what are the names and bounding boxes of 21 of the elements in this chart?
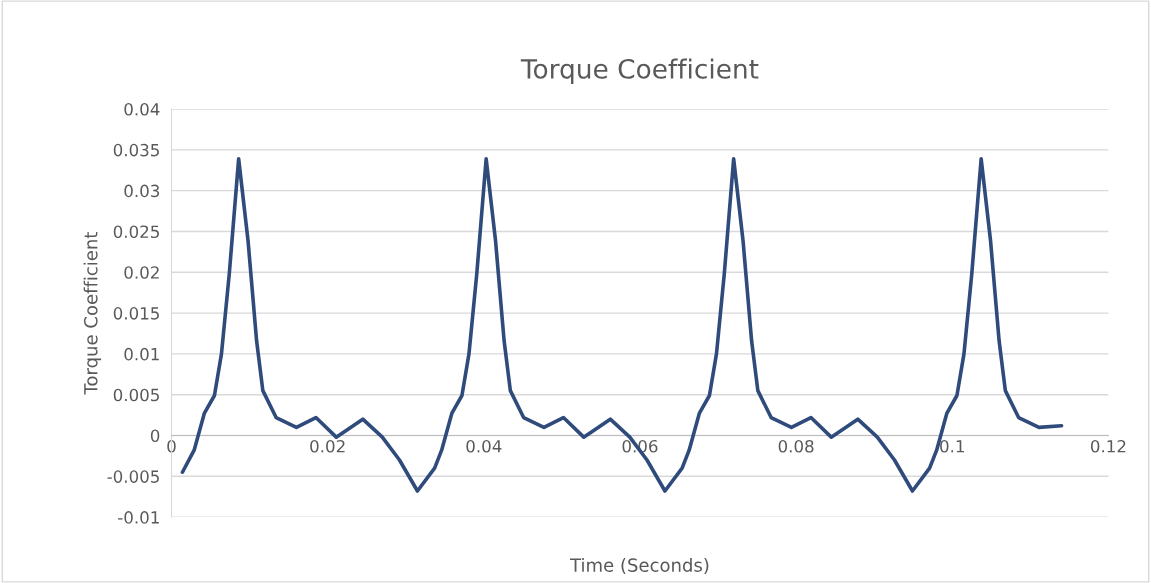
y-tick-label: 0 (150, 429, 160, 443)
y-tick-label: -0.005 (107, 470, 159, 483)
x-tick-label: 0.04 (466, 439, 502, 453)
chart-title: Torque Coefficient (520, 58, 759, 84)
x-axis-title: Time (Seconds) (569, 557, 709, 575)
x-tick-label: 0 (167, 439, 176, 453)
x-tick-label: 0.02 (310, 439, 345, 453)
x-tick-label: 0.12 (1090, 439, 1126, 453)
x-tick-label: 0.08 (778, 439, 814, 453)
y-tick-label: 0.015 (113, 307, 159, 320)
y-tick-label: 0.03 (124, 184, 160, 198)
y-axis-title: Torque Coefficient (83, 232, 102, 395)
y-tick-label: 0.01 (124, 347, 159, 361)
y-tick-label: 0.035 (113, 143, 159, 157)
y-tick-label: 0.02 (124, 266, 159, 279)
y-tick-label: 0.04 (124, 102, 160, 116)
y-tick-label: 0.005 (113, 388, 159, 402)
y-tick-label: -0.01 (118, 511, 159, 524)
x-tick-label: 0.1 (940, 439, 964, 453)
line-series (180, 157, 1064, 493)
y-tick-label: 0.025 (113, 225, 159, 239)
